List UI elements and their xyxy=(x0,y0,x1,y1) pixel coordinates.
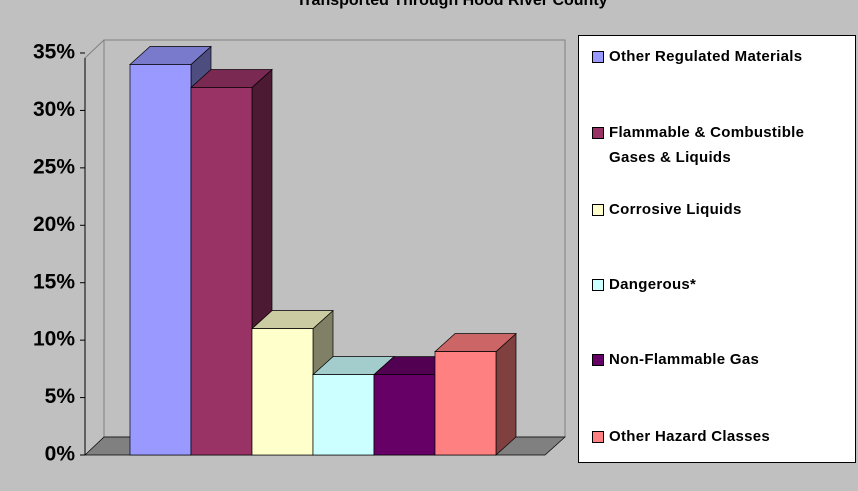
bar xyxy=(251,328,314,456)
y-tick-label: 0% xyxy=(45,443,76,466)
legend-label: Other Hazard Classes xyxy=(609,428,771,445)
bar xyxy=(312,374,375,456)
bar xyxy=(373,374,436,456)
y-tick-label: 10% xyxy=(33,328,75,351)
legend-label: Dangerous* xyxy=(609,276,697,293)
legend-swatch xyxy=(592,431,604,443)
legend-swatch xyxy=(592,279,604,291)
legend-swatch xyxy=(592,354,604,366)
legend: Other Regulated Materials Flammable & Com… xyxy=(578,35,856,463)
legend-swatch xyxy=(592,204,604,216)
chart-title: Transported Through Hood River County xyxy=(296,0,607,9)
legend-label: Flammable & Combustible Gases & Liquids xyxy=(609,124,805,166)
y-tick-label: 15% xyxy=(33,270,75,293)
side-wall-edge xyxy=(84,39,105,455)
legend-label: Corrosive Liquids xyxy=(609,201,742,218)
legend-label: Other Regulated Materials xyxy=(609,48,803,65)
y-tick-label: 20% xyxy=(33,213,75,236)
y-tick-label: 25% xyxy=(33,155,75,178)
bar xyxy=(190,87,253,456)
bar xyxy=(129,64,192,456)
legend-swatch xyxy=(592,51,604,63)
y-tick-label: 5% xyxy=(45,385,76,408)
legend-label: Non-Flammable Gas xyxy=(609,351,760,368)
legend-swatch xyxy=(592,127,604,139)
y-tick-label: 35% xyxy=(33,41,75,64)
bar xyxy=(434,351,497,456)
bar-side xyxy=(495,332,517,456)
y-tick-label: 30% xyxy=(33,98,75,121)
